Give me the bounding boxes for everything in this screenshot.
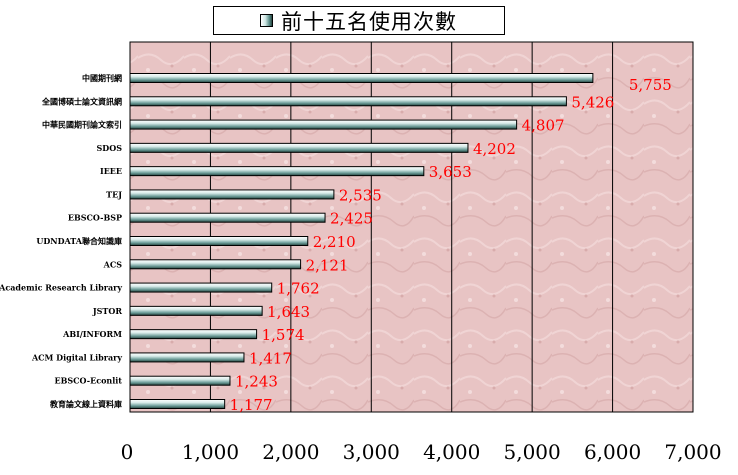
data-label: 2,121 (306, 256, 349, 274)
x-tick-label: 6,000 (584, 440, 641, 464)
category-label: 全國博碩士論文資訊網 (41, 96, 122, 106)
bar (129, 96, 567, 107)
data-label: 5,755 (629, 76, 672, 94)
bar (129, 236, 309, 246)
category-label: ACS (103, 259, 123, 269)
data-label: 1,574 (262, 326, 305, 344)
category-label: Academic Research Library (0, 283, 122, 293)
x-tick-label: 7,000 (664, 440, 721, 464)
x-tick-label: 0 (121, 440, 134, 464)
bar (129, 212, 326, 223)
bar (129, 142, 469, 153)
bar (129, 119, 518, 130)
data-label: 5,426 (571, 93, 614, 111)
bar (129, 282, 273, 293)
data-label: 4,202 (473, 140, 516, 158)
category-label: ABI/INFORM (62, 329, 122, 339)
plot-border (129, 41, 694, 413)
x-tick-label: 1,000 (182, 440, 239, 464)
data-label: 1,177 (230, 396, 273, 414)
bar (129, 259, 302, 270)
data-label: 4,807 (522, 117, 565, 135)
category-label: TEJ (106, 189, 122, 199)
category-label: EBSCO-BSP (68, 213, 122, 223)
bar (129, 352, 245, 363)
x-tick-label: 3,000 (343, 440, 400, 464)
bar (129, 329, 258, 340)
data-label: 2,210 (313, 233, 356, 251)
legend-label: 前十五名使用次數 (281, 9, 457, 34)
data-label: 2,425 (330, 210, 373, 228)
category-label: 中華民國期刊論文索引 (42, 120, 122, 130)
legend: 前十五名使用次數 (213, 6, 505, 35)
bar (129, 399, 226, 409)
legend-swatch (260, 14, 273, 27)
bar (129, 189, 335, 200)
x-tick-label: 2,000 (262, 440, 319, 464)
data-label: 3,653 (429, 163, 472, 181)
category-label: ACM Digital Library (31, 352, 122, 362)
x-tick-label: 4,000 (423, 440, 480, 464)
data-label: 1,762 (277, 280, 320, 298)
category-label: 教育論文線上資料庫 (49, 399, 122, 409)
category-label: EBSCO-Econlit (55, 376, 123, 386)
x-tick-label: 5,000 (504, 440, 561, 464)
bar (129, 375, 231, 386)
data-label: 2,535 (339, 186, 382, 204)
bar (129, 166, 425, 177)
category-label: SDOS (97, 143, 123, 153)
category-label: IEEE (100, 166, 122, 176)
data-label: 1,243 (235, 373, 278, 391)
category-label: JSTOR (92, 306, 122, 316)
bar (129, 305, 263, 316)
data-label: 1,643 (267, 303, 310, 321)
category-label: UDNDATA聯合知識庫 (36, 236, 122, 246)
data-label: 1,417 (249, 349, 292, 367)
bar (129, 73, 594, 83)
category-label: 中國期刊網 (82, 73, 122, 83)
